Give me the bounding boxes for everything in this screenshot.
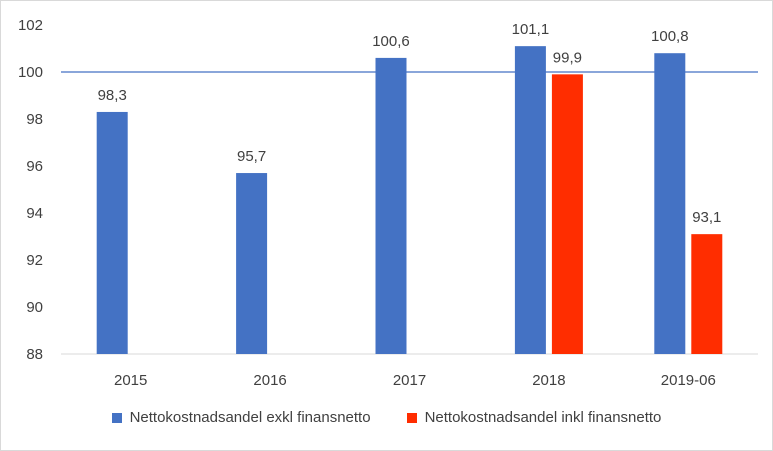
- bar-chart: 88 90 92 94 96 98 100 102 2015 98,3 2016 95,7 2017 10…: [18, 17, 758, 389]
- y-tick-label: 88: [26, 346, 43, 363]
- x-tick-label: 2017: [393, 372, 426, 389]
- y-tick-label: 94: [26, 205, 43, 222]
- bar-inkl: [551, 74, 583, 354]
- bar-exkl: [375, 57, 407, 355]
- x-tick-label: 2016: [253, 372, 286, 389]
- legend: Nettokostnadsandel exkl finansnetto Nett…: [1, 409, 772, 426]
- data-label: 99,9: [553, 49, 582, 66]
- legend-item-series-1: Nettokostnadsandel exkl finansnetto: [111, 409, 371, 426]
- legend-swatch-series-1: [111, 412, 122, 423]
- legend-item-series-2: Nettokostnadsandel inkl finansnetto: [406, 409, 662, 426]
- data-label: 98,3: [98, 87, 127, 104]
- data-label: 101,1: [512, 21, 550, 38]
- y-tick-label: 98: [26, 111, 43, 128]
- bar-exkl: [514, 46, 546, 355]
- bar-exkl: [654, 53, 686, 354]
- x-tick-label: 2018: [532, 372, 565, 389]
- data-label: 100,8: [651, 28, 689, 45]
- legend-swatch-series-2: [406, 412, 417, 423]
- y-tick-label: 90: [26, 299, 43, 316]
- data-label: 93,1: [692, 209, 721, 226]
- y-tick-label: 102: [18, 17, 43, 34]
- data-label: 100,6: [372, 33, 410, 50]
- y-tick-label: 96: [26, 158, 43, 175]
- data-label: 95,7: [237, 148, 266, 165]
- legend-label-series-2: Nettokostnadsandel inkl finansnetto: [424, 409, 662, 426]
- y-tick-label: 100: [18, 64, 43, 81]
- x-tick-label: 2019-06: [661, 372, 716, 389]
- x-tick-label: 2015: [114, 372, 147, 389]
- y-tick-label: 92: [26, 252, 43, 269]
- legend-label-series-1: Nettokostnadsandel exkl finansnetto: [129, 409, 371, 426]
- bar-inkl: [691, 234, 723, 354]
- bar-exkl: [96, 111, 128, 354]
- bar-exkl: [236, 173, 268, 354]
